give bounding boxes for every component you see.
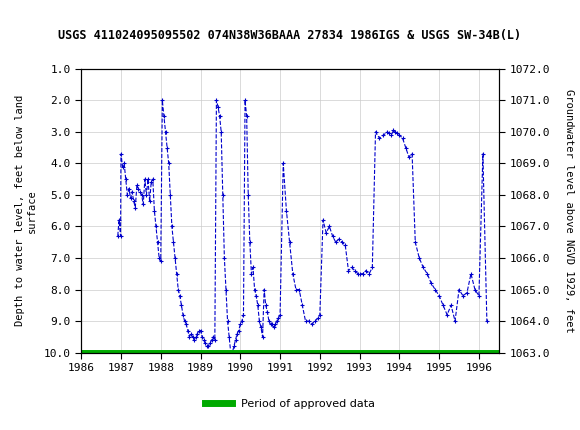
Text: ☒ USGS: ☒ USGS (6, 7, 71, 25)
Y-axis label: Depth to water level, feet below land
surface: Depth to water level, feet below land su… (15, 95, 37, 326)
Text: USGS 411024095095502 074N38W36BAAA 27834 1986IGS & USGS SW-34B(L): USGS 411024095095502 074N38W36BAAA 27834… (59, 29, 521, 42)
Legend: Period of approved data: Period of approved data (200, 395, 380, 414)
Y-axis label: Groundwater level above NGVD 1929, feet: Groundwater level above NGVD 1929, feet (564, 89, 574, 332)
